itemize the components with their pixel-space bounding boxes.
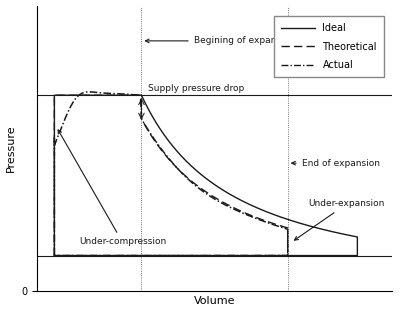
Text: Supply pressure drop: Supply pressure drop (148, 84, 245, 93)
Legend: Ideal, Theoretical, Actual: Ideal, Theoretical, Actual (274, 16, 384, 77)
Text: Under-expansion: Under-expansion (294, 199, 385, 240)
Text: Begining of expansion: Begining of expansion (146, 37, 295, 45)
Text: End of expansion: End of expansion (292, 159, 380, 168)
Y-axis label: Pressure: Pressure (6, 124, 16, 172)
X-axis label: Volume: Volume (194, 296, 235, 306)
Text: Under-compression: Under-compression (58, 130, 166, 246)
